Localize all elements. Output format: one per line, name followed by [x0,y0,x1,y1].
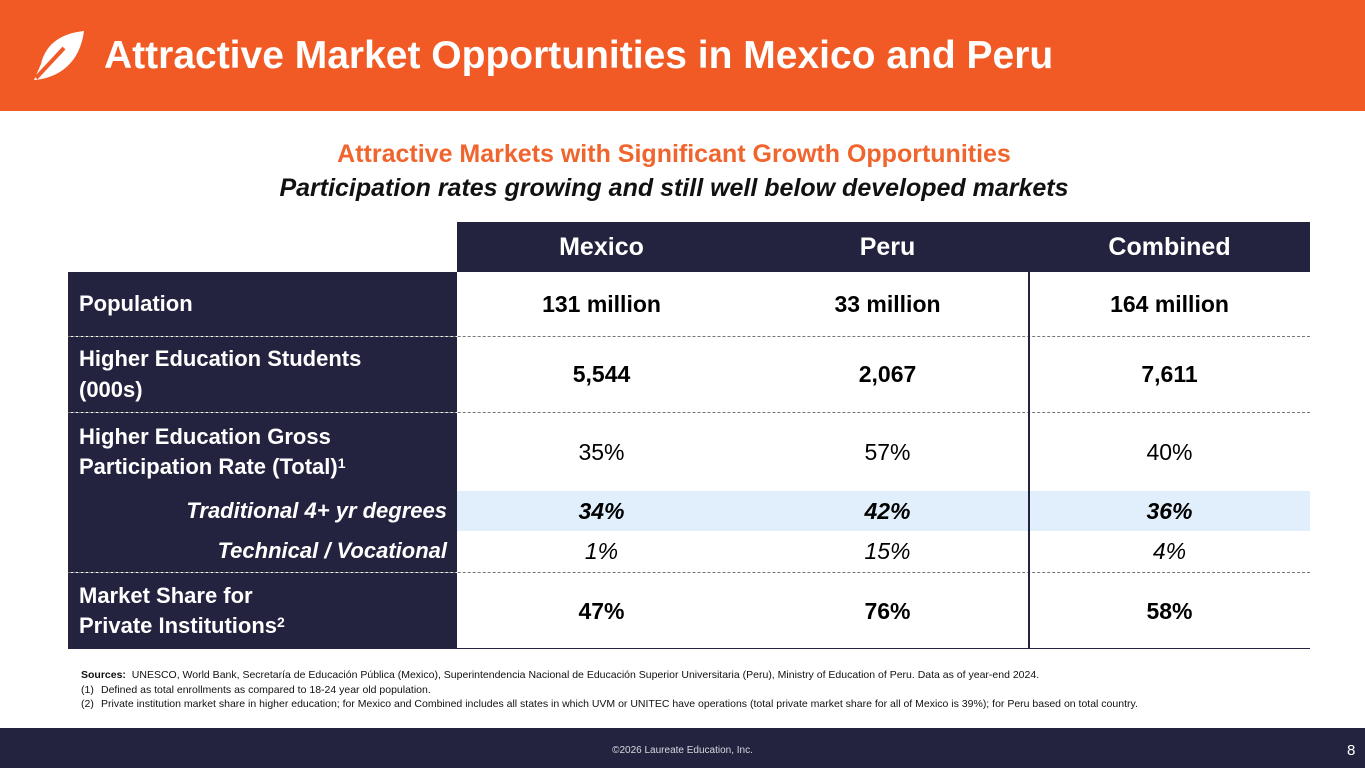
table-row-population: Population 131 million 33 million 164 mi… [68,272,1310,336]
footer-bar [0,728,1365,768]
title-banner [0,0,1365,111]
row-label-line1: Market Share for [79,582,253,608]
cell-peru: 2,067 [858,361,917,387]
row-highlight [457,491,1310,531]
row-label-line2: (000s) [79,376,143,402]
cell-peru: 15% [864,538,911,564]
page-title: Attractive Market Opportunities in Mexic… [104,34,1054,77]
column-header-peru: Peru [746,222,1029,272]
footnotes: Sources: UNESCO, World Bank, Secretaría … [81,668,1138,712]
laureate-leaf-logo [34,31,84,80]
table-bottom-rule [68,648,1310,649]
column-header-combined: Combined [1029,222,1310,272]
cell-peru: 57% [864,438,911,465]
cell-peru: 42% [864,497,911,524]
table-row-market-share: Market Share for Private Institutions2 47… [68,573,1310,649]
footnote-number: (1) [81,683,94,696]
footnote-1: (1) Defined as total enrollments as compa… [81,683,1138,698]
footnote-text: Private institution market share in high… [101,698,1138,711]
copyright: ©2026 Laureate Education, Inc. [612,745,753,756]
row-label: Technical / Vocational [68,531,457,572]
page-number: 8 [1347,742,1356,759]
row-label-line2: Private Institutions [79,613,278,638]
row-label-line1: Higher Education Students [79,346,362,372]
cell-mexico: 34% [578,497,625,524]
footnote-number: (2) [81,698,94,711]
table-row-participation-rate: Higher Education Gross Participation Rate… [68,413,1310,491]
footnote-2: (2) Private institution market share in h… [81,697,1138,712]
row-label: Higher Education Students (000s) [68,337,457,412]
row-divider [68,336,1310,337]
cell-combined: 58% [1146,597,1193,624]
row-label: Population [68,272,457,336]
row-label-line2: Participation Rate (Total) [79,454,338,479]
section-heading: Attractive Markets with Significant Grow… [337,140,1011,168]
table-row-technical: Technical / Vocational 1% 15% 4% [68,531,1310,572]
footnote-text: Defined as total enrollments as compared… [101,683,431,696]
column-header-mexico: Mexico [457,222,746,272]
cell-mexico: 5,544 [572,361,631,387]
row-divider [68,572,1310,573]
sources-label: Sources: [81,669,126,681]
cell-peru: 33 million [834,290,941,317]
cell-mexico: 35% [578,438,625,465]
footnote-marker: 2 [277,614,285,630]
table-row-students: Higher Education Students (000s) 5,544 2,… [68,337,1310,412]
section-subheading: Participation rates growing and still we… [279,174,1069,202]
table-row-traditional: Traditional 4+ yr degrees 34% 42% 36% [68,491,1310,531]
row-label: Higher Education Gross Participation Rate… [68,413,457,491]
row-label: Traditional 4+ yr degrees [68,491,457,531]
cell-combined: 7,611 [1141,361,1198,387]
sources-note: Sources: UNESCO, World Bank, Secretaría … [81,668,1138,683]
cell-combined: 36% [1146,497,1193,524]
row-label-line1: Higher Education Gross [79,423,331,449]
footnote-marker: 1 [337,455,346,471]
cell-mexico: 47% [578,597,625,624]
cell-peru: 76% [864,597,911,624]
cell-mexico: 131 million [542,290,661,317]
cell-combined: 164 million [1110,290,1229,317]
column-divider [1028,222,1030,649]
sources-text: UNESCO, World Bank, Secretaría de Educac… [131,669,1040,681]
cell-combined: 40% [1146,438,1193,465]
cell-combined: 4% [1152,538,1187,564]
row-label: Market Share for Private Institutions2 [68,573,457,649]
row-divider [68,412,1310,413]
cell-mexico: 1% [584,538,619,564]
